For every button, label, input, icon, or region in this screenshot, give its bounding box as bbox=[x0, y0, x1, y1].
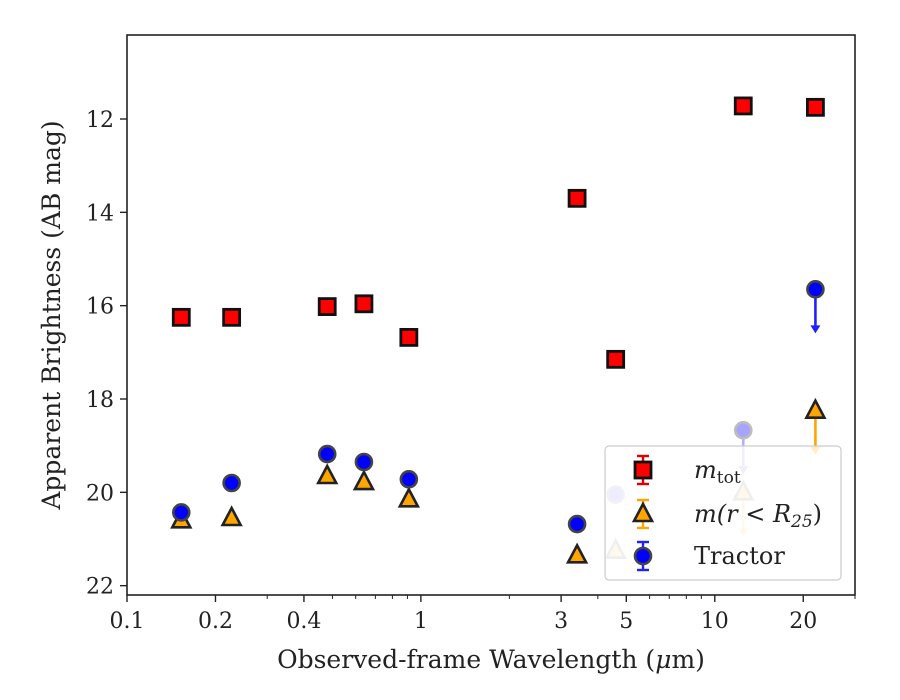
data-point bbox=[399, 327, 419, 347]
marker-m_tot bbox=[399, 327, 419, 347]
data-point bbox=[222, 473, 241, 493]
legend-entry: m(r < R25) bbox=[631, 498, 822, 532]
marker-tractor bbox=[171, 503, 191, 522]
x-tick-label: 3 bbox=[554, 609, 568, 634]
data-point bbox=[316, 463, 339, 485]
marker-tractor bbox=[317, 444, 337, 464]
marker-tractor bbox=[399, 469, 419, 489]
y-tick-label: 14 bbox=[86, 201, 114, 226]
upper-limit-arrow-head bbox=[810, 325, 821, 334]
marker-m_tot bbox=[317, 297, 337, 317]
marker-m_r25 bbox=[316, 463, 339, 485]
x-tick-label: 1 bbox=[414, 609, 428, 634]
marker-m_tot bbox=[606, 349, 626, 369]
marker-m_r25 bbox=[397, 486, 421, 508]
legend-box bbox=[604, 445, 842, 581]
data-point bbox=[733, 96, 753, 116]
marker-m_r25 bbox=[804, 397, 827, 419]
marker-tractor bbox=[733, 420, 753, 440]
legend-label: Tractor bbox=[694, 542, 785, 570]
marker-m_r25 bbox=[220, 505, 243, 527]
data-point bbox=[354, 294, 374, 314]
marker-tractor bbox=[222, 473, 241, 493]
data-point bbox=[806, 280, 825, 334]
legend-label: mtot bbox=[694, 456, 741, 488]
x-tick-label: 0.4 bbox=[286, 609, 321, 634]
axis-ticks: 0.1 0.2 0.4 1 3 5 10 20 12 14 16 18 20 22 bbox=[86, 108, 856, 634]
plot-frame bbox=[126, 34, 856, 596]
data-point bbox=[606, 349, 626, 369]
data-point bbox=[220, 505, 243, 527]
marker-tractor bbox=[567, 514, 587, 534]
data-point bbox=[567, 514, 587, 534]
x-tick-label: 0.1 bbox=[110, 609, 145, 634]
y-tick-label: 12 bbox=[86, 108, 114, 133]
legend-marker-m_r25 bbox=[631, 501, 655, 523]
data-point bbox=[352, 469, 376, 491]
data-point bbox=[317, 297, 337, 317]
marker-m_tot bbox=[733, 96, 753, 116]
data-point bbox=[222, 307, 242, 327]
data-point bbox=[171, 503, 191, 522]
marker-m_tot bbox=[171, 307, 191, 327]
marker-tractor bbox=[806, 280, 825, 299]
legend-marker-tractor bbox=[633, 546, 653, 566]
legend-label: m(r < R25) bbox=[694, 500, 822, 532]
marker-m_tot bbox=[806, 97, 825, 117]
legend: mtot m(r < R25) Tractor bbox=[604, 445, 842, 581]
data-point bbox=[397, 486, 421, 508]
data-point bbox=[806, 97, 825, 117]
x-tick-label: 0.2 bbox=[198, 609, 233, 634]
data-point bbox=[565, 542, 589, 564]
marker-m_tot bbox=[354, 294, 374, 314]
x-axis-label: Observed-frame Wavelength (μm) bbox=[277, 645, 705, 674]
data-point bbox=[317, 444, 337, 464]
data-point bbox=[354, 452, 374, 472]
data-point bbox=[171, 307, 191, 327]
x-tick-label: 10 bbox=[701, 609, 729, 634]
y-axis-label: Apparent Brightness (AB mag) bbox=[37, 120, 66, 510]
x-tick-label: 20 bbox=[789, 609, 817, 634]
marker-tractor bbox=[354, 452, 374, 472]
y-tick-label: 16 bbox=[86, 295, 114, 320]
legend-entry: Tractor bbox=[633, 540, 785, 572]
x-tick-label: 5 bbox=[619, 609, 633, 634]
marker-m_r25 bbox=[352, 469, 376, 491]
data-point bbox=[567, 188, 587, 208]
y-tick-label: 20 bbox=[86, 481, 114, 506]
marker-m_r25 bbox=[565, 542, 589, 564]
marker-m_tot bbox=[567, 188, 587, 208]
y-tick-label: 22 bbox=[86, 575, 114, 600]
legend-entry: mtot bbox=[633, 454, 741, 488]
marker-m_tot bbox=[222, 307, 242, 327]
legend-marker-m_tot bbox=[633, 460, 653, 480]
y-tick-label: 18 bbox=[86, 388, 114, 413]
data-point bbox=[399, 469, 419, 489]
